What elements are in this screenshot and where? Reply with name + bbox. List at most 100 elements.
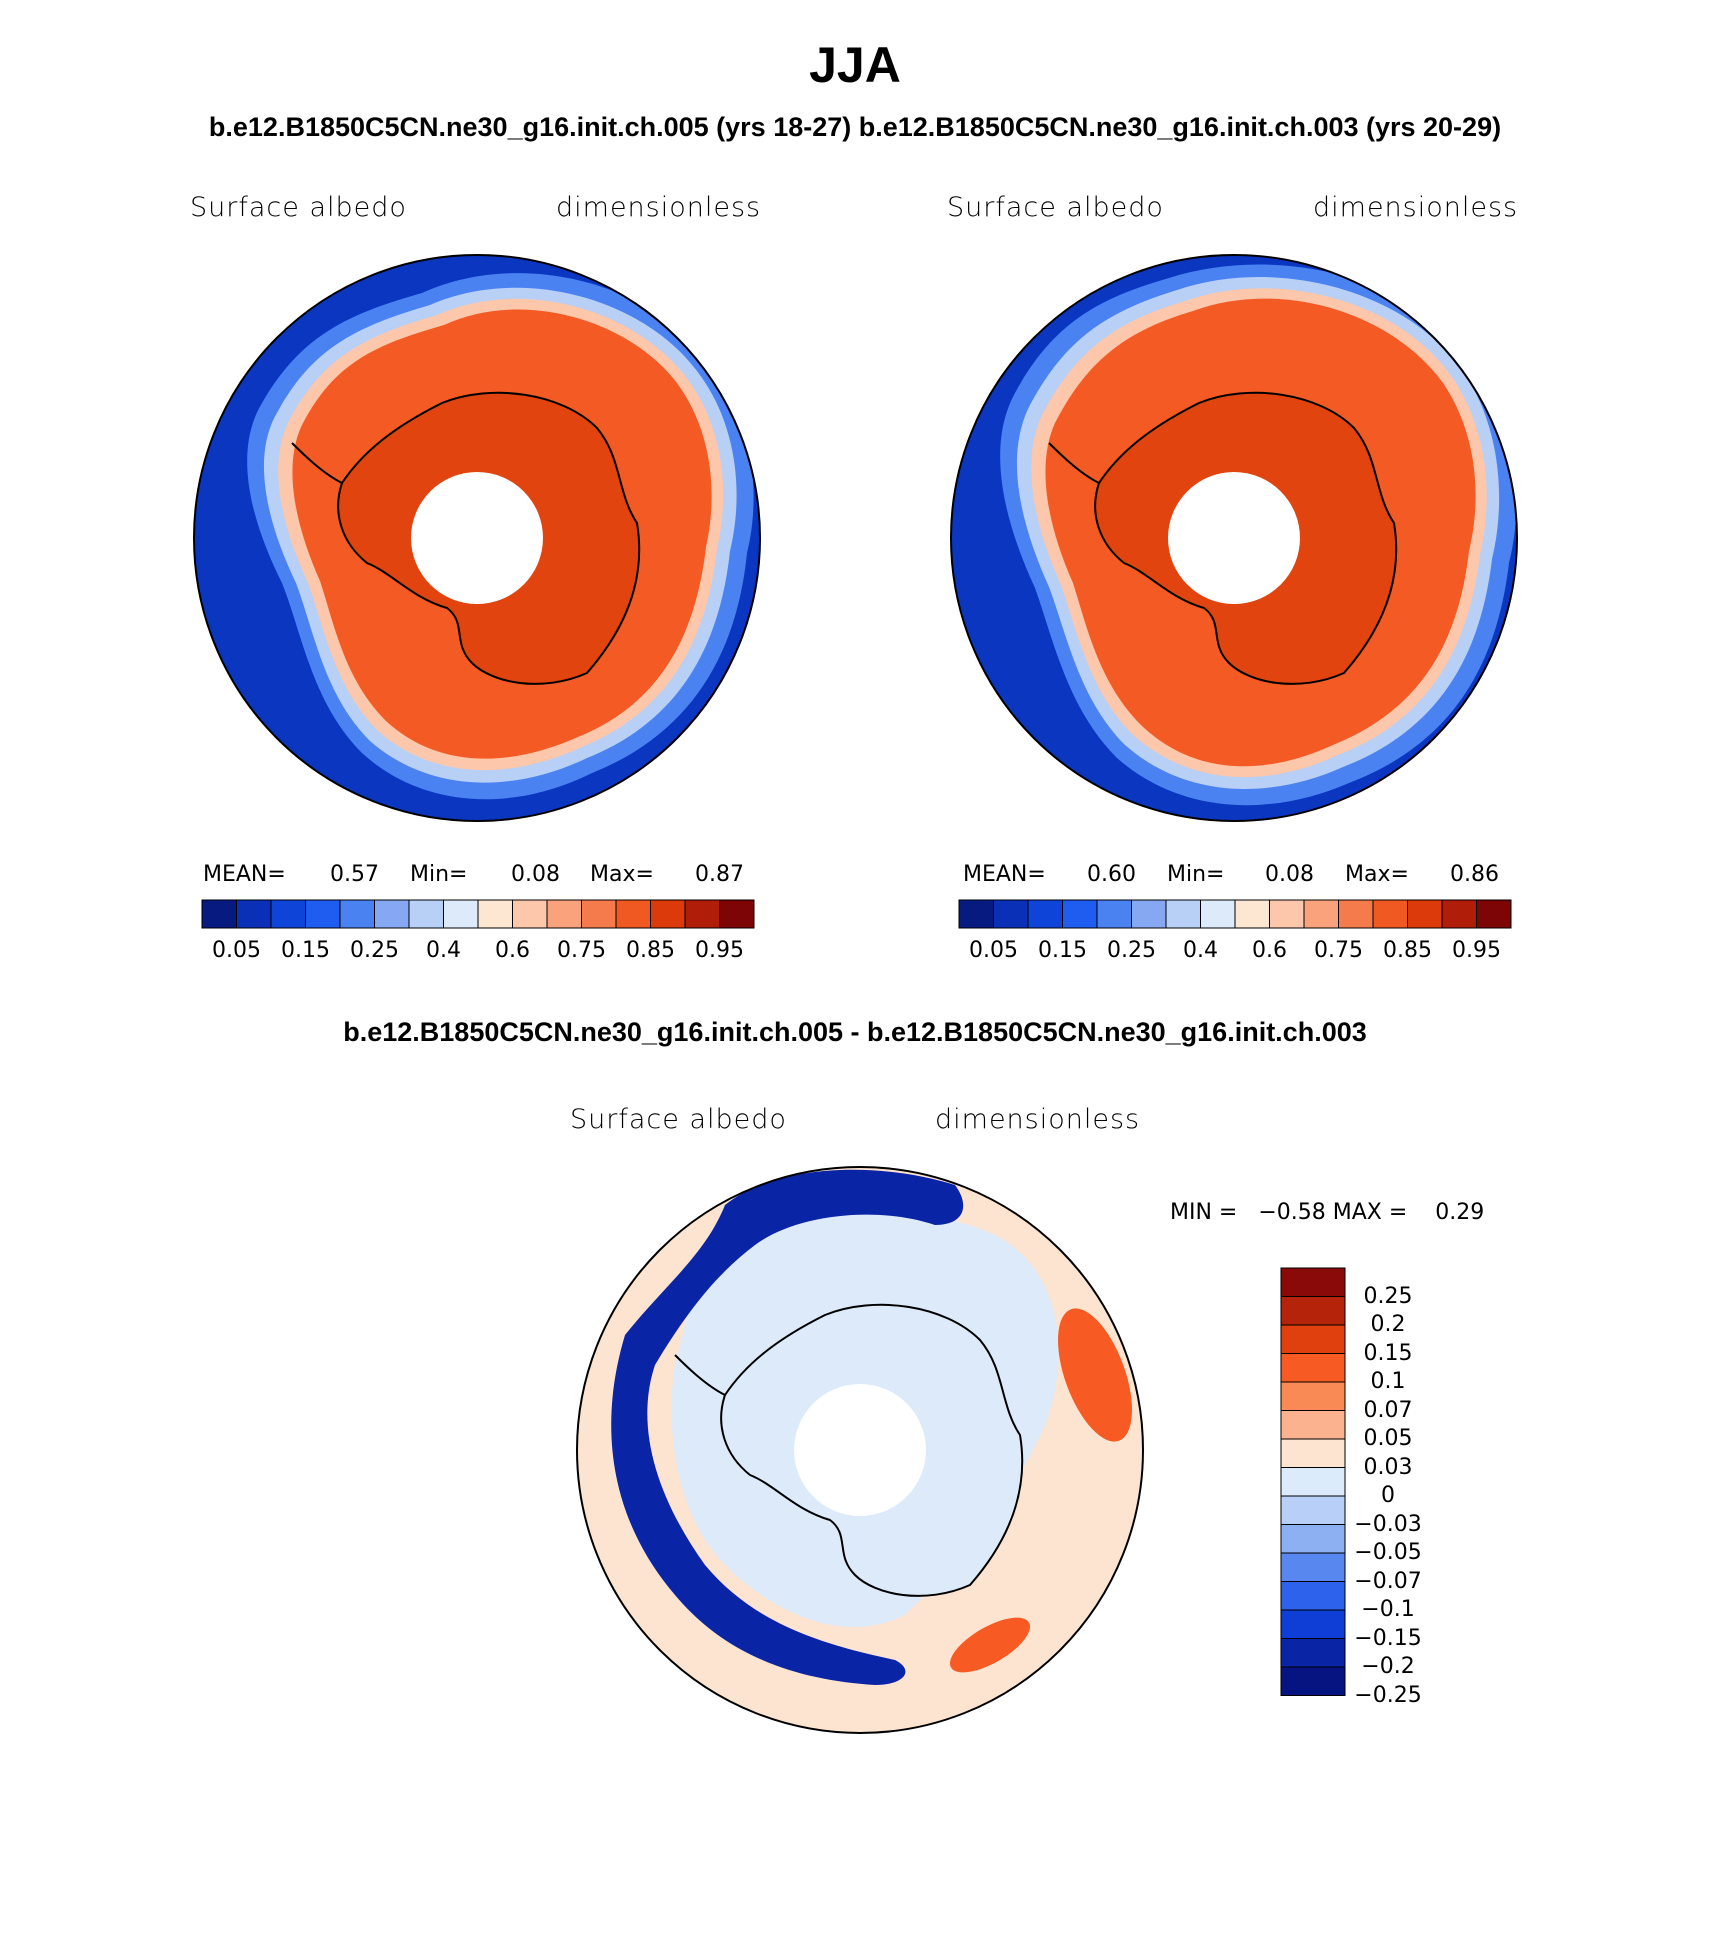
colorbar-swatch bbox=[1372, 899, 1408, 929]
colorbar-swatch bbox=[719, 899, 755, 929]
panel1-max-label: Max= bbox=[590, 862, 654, 887]
colorbar-swatch bbox=[443, 899, 479, 929]
colorbar-swatch bbox=[1280, 1324, 1346, 1354]
colorbar-swatch bbox=[1441, 899, 1477, 929]
colorbar-swatch bbox=[1027, 899, 1063, 929]
colorbar-swatch bbox=[581, 899, 617, 929]
panel2-colorbar bbox=[958, 899, 1512, 929]
colorbar-swatch bbox=[1062, 899, 1098, 929]
colorbar-swatch bbox=[1280, 1495, 1346, 1525]
colorbar-tick-label: 0.25 bbox=[1107, 938, 1156, 963]
panel1-min-label: Min= bbox=[410, 862, 468, 887]
colorbar-swatch bbox=[1280, 1381, 1346, 1411]
panel1-colorbar bbox=[201, 899, 755, 929]
colorbar-swatch bbox=[958, 899, 994, 929]
panel1-polar-map bbox=[193, 254, 761, 822]
colorbar-tick-label: 0.4 bbox=[426, 938, 461, 963]
diff-positive-anomaly bbox=[950, 1617, 1030, 1673]
map-boundary bbox=[193, 254, 761, 822]
colorbar-swatch bbox=[1280, 1524, 1346, 1554]
colorbar-tick-label: −0.15 bbox=[1354, 1625, 1422, 1651]
colorbar-swatch bbox=[684, 899, 720, 929]
colorbar-swatch bbox=[305, 899, 341, 929]
colorbar-swatch bbox=[512, 899, 548, 929]
colorbar-swatch bbox=[1234, 899, 1270, 929]
colorbar-swatch bbox=[1280, 1581, 1346, 1611]
panel1-min-value: 0.08 bbox=[511, 862, 560, 887]
diff-units-label: dimensionless bbox=[935, 1104, 1141, 1135]
case-title: b.e12.B1850C5CN.ne30_g16.init.ch.005 (yr… bbox=[208, 112, 1502, 142]
colorbar-swatch bbox=[1280, 1609, 1346, 1639]
colorbar-swatch bbox=[993, 899, 1029, 929]
panel1-variable-label: Surface albedo bbox=[190, 192, 407, 223]
colorbar-tick-label: 0.75 bbox=[557, 938, 606, 963]
colorbar-swatch bbox=[201, 899, 237, 929]
map-boundary bbox=[576, 1166, 1144, 1734]
colorbar-swatch bbox=[270, 899, 306, 929]
panel1-mean-label: MEAN= bbox=[203, 862, 286, 887]
colorbar-swatch bbox=[1280, 1410, 1346, 1440]
panel2-min-value: 0.08 bbox=[1265, 862, 1314, 887]
colorbar-swatch bbox=[1280, 1666, 1346, 1696]
panel2-mean-label: MEAN= bbox=[963, 862, 1046, 887]
colorbar-tick-label: 0.95 bbox=[695, 938, 744, 963]
colorbar-swatch bbox=[650, 899, 686, 929]
colorbar-swatch bbox=[236, 899, 272, 929]
panel2-units-label: dimensionless bbox=[1313, 192, 1519, 223]
colorbar-swatch bbox=[1280, 1267, 1346, 1297]
colorbar-tick-label: 0.95 bbox=[1452, 938, 1501, 963]
colorbar-tick-label: 0.2 bbox=[1370, 1312, 1406, 1337]
panel1-max-value: 0.87 bbox=[695, 862, 744, 887]
colorbar-tick-label: 0.15 bbox=[1363, 1340, 1413, 1366]
colorbar-swatch bbox=[374, 899, 410, 929]
colorbar-tick-label: 0.6 bbox=[495, 938, 530, 963]
diff-positive-anomaly bbox=[1058, 1308, 1132, 1442]
colorbar-swatch bbox=[408, 899, 444, 929]
colorbar-tick-label: 0.05 bbox=[212, 938, 261, 963]
colorbar-swatch bbox=[1280, 1353, 1346, 1383]
colorbar-swatch bbox=[1303, 899, 1339, 929]
colorbar-tick-label: 0.15 bbox=[281, 938, 330, 963]
panel2-max-value: 0.86 bbox=[1450, 862, 1499, 887]
antarctic-coastline bbox=[337, 391, 641, 685]
panel2-variable-label: Surface albedo bbox=[947, 192, 1164, 223]
panel1-colorbar-labels: 0.05 0.15 0.25 0.4 0.6 0.75 0.85 0.95 bbox=[202, 938, 754, 966]
colorbar-swatch bbox=[1280, 1552, 1346, 1582]
antarctic-peninsula-coastline bbox=[674, 1354, 726, 1396]
colorbar-swatch bbox=[1165, 899, 1201, 929]
panel1-mean-value: 0.57 bbox=[330, 862, 379, 887]
colorbar-tick-label: 0.85 bbox=[1383, 938, 1432, 963]
colorbar-swatch bbox=[1280, 1467, 1346, 1497]
colorbar-tick-label: −0.2 bbox=[1361, 1654, 1415, 1679]
colorbar-tick-label: 0.25 bbox=[350, 938, 399, 963]
colorbar-swatch bbox=[477, 899, 513, 929]
colorbar-tick-label: −0.05 bbox=[1354, 1540, 1422, 1565]
panel1-units-label: dimensionless bbox=[556, 192, 762, 223]
colorbar-tick-label: 0.03 bbox=[1363, 1454, 1413, 1480]
colorbar-swatch bbox=[339, 899, 375, 929]
antarctic-coastline bbox=[1094, 391, 1398, 685]
colorbar-swatch bbox=[1096, 899, 1132, 929]
difference-title: b.e12.B1850C5CN.ne30_g16.init.ch.005 - b… bbox=[343, 1017, 1367, 1047]
pole-hole bbox=[411, 472, 543, 604]
colorbar-tick-label: 0.85 bbox=[626, 938, 675, 963]
colorbar-tick-label: −0.07 bbox=[1354, 1568, 1422, 1594]
pole-hole bbox=[794, 1384, 926, 1516]
colorbar-tick-label: 0.4 bbox=[1183, 938, 1218, 963]
pole-hole bbox=[1168, 472, 1300, 604]
diff-colorbar-labels: 0.25 0.2 0.15 0.1 0.07 0.05 0.03 0 −0.03 −0.05 −0.… bbox=[1346, 1268, 1456, 1728]
diff-colorbar bbox=[1280, 1267, 1346, 1696]
figure-title: JJA bbox=[809, 37, 901, 93]
colorbar-swatch bbox=[615, 899, 651, 929]
panel2-mean-value: 0.60 bbox=[1087, 862, 1136, 887]
panel2-colorbar-labels: 0.05 0.15 0.25 0.4 0.6 0.75 0.85 0.95 bbox=[959, 938, 1511, 966]
diff-minmax-label: MIN = −0.58 MAX = 0.29 bbox=[1170, 1200, 1485, 1225]
antarctic-peninsula-coastline bbox=[291, 442, 343, 484]
colorbar-tick-label: 0 bbox=[1381, 1483, 1395, 1508]
colorbar-tick-label: 0.05 bbox=[1363, 1426, 1413, 1451]
colorbar-swatch bbox=[546, 899, 582, 929]
colorbar-swatch bbox=[1280, 1438, 1346, 1468]
diff-variable-label: Surface albedo bbox=[570, 1104, 787, 1135]
colorbar-tick-label: 0.05 bbox=[969, 938, 1018, 963]
colorbar-swatch bbox=[1200, 899, 1236, 929]
